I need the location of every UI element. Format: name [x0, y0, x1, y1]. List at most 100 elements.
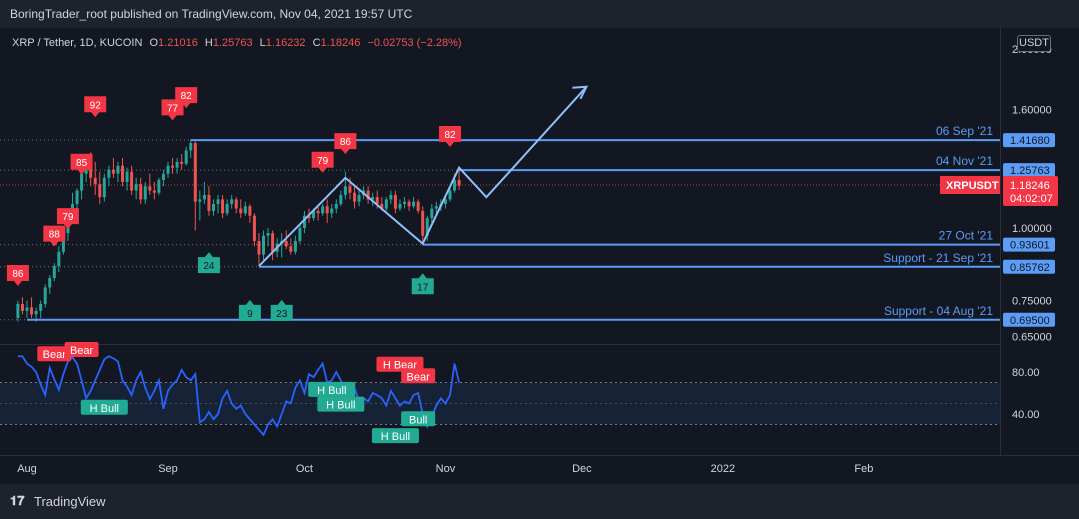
signal-marker — [270, 299, 293, 321]
candle-body — [348, 186, 352, 193]
candle — [262, 230, 266, 261]
candle — [302, 210, 306, 234]
candle-body — [389, 194, 393, 200]
legend-close-label: C — [312, 37, 321, 49]
candle-body — [198, 199, 202, 202]
rsi-label-text: H Bull — [381, 431, 410, 443]
legend-high: 1.25763 — [212, 37, 253, 49]
candle-body — [321, 206, 325, 214]
bear-signal: 77 — [161, 99, 184, 121]
signal-marker — [6, 265, 29, 287]
rsi-label-box — [401, 411, 436, 427]
tradingview-brand[interactable]: TradingView — [34, 494, 106, 509]
signal-marker — [161, 99, 184, 121]
signal-label: 82 — [181, 91, 193, 102]
rsi-label-text: Bear — [70, 345, 94, 357]
level-price-badge — [1003, 312, 1055, 327]
candle-body — [262, 235, 266, 255]
tradingview-logo-icon[interactable]: 𝟏𝟕 — [10, 493, 25, 508]
candle-body — [80, 173, 84, 191]
countdown-label: 04:02:07 — [1010, 193, 1053, 205]
level-price-label: 0.93601 — [1010, 240, 1050, 252]
footer: 𝟏𝟕 TradingView — [0, 484, 1079, 519]
candle-body — [98, 184, 102, 198]
candle — [325, 199, 329, 224]
bear-signal: 79 — [56, 208, 79, 230]
candle-body — [184, 150, 188, 164]
candle — [398, 199, 402, 211]
candle-body — [298, 228, 302, 241]
price-tick-label: 1.60000 — [1012, 104, 1052, 116]
signal-label: 24 — [203, 261, 215, 272]
price-chart[interactable]: 06 Sep '21 04 Nov '21 27 Oct '21 Support - … — [0, 28, 1079, 484]
candle-body — [93, 177, 97, 185]
candle-body — [130, 171, 134, 191]
signal-marker — [43, 225, 66, 247]
candle-body — [57, 251, 61, 267]
candle — [148, 173, 152, 195]
signal-label: 88 — [49, 230, 61, 241]
candle — [339, 190, 343, 207]
candle — [266, 228, 270, 247]
candle-body — [366, 190, 370, 200]
candle-body — [352, 192, 356, 202]
candle — [52, 263, 56, 282]
level-label: 04 Nov '21 — [936, 154, 993, 168]
candle — [252, 213, 256, 247]
bull-signal: 17 — [411, 273, 434, 295]
level-price-badge — [1003, 163, 1055, 178]
rsi-bear-label: Bear — [37, 346, 72, 362]
level-label: Support - 04 Aug '21 — [884, 304, 993, 318]
candle-body — [343, 186, 347, 195]
candle — [334, 199, 338, 214]
candle — [171, 157, 175, 174]
level-label: 27 Oct '21 — [939, 229, 994, 243]
candle — [43, 284, 47, 308]
rsi-bear-label: Bear — [401, 368, 436, 384]
candle-body — [225, 203, 229, 214]
candle — [352, 186, 356, 209]
candle-body — [289, 246, 293, 252]
candle-body — [453, 179, 457, 191]
rsi-label-box — [376, 356, 424, 372]
price-tick-label: 0.75000 — [1012, 296, 1052, 308]
bear-signal: 79 — [311, 151, 334, 173]
candle-body — [102, 177, 106, 198]
bull-signal: 23 — [270, 299, 293, 321]
currency-button[interactable]: USDT — [1017, 35, 1051, 52]
rsi-label-box — [317, 396, 365, 412]
level-price-label: 1.41680 — [1010, 135, 1050, 147]
candle-body — [52, 266, 56, 279]
rsi-label-text: Bear — [43, 349, 67, 361]
candle-body — [43, 287, 47, 304]
candle-body — [293, 240, 297, 252]
candle-body — [243, 206, 247, 214]
candle-body — [230, 199, 234, 204]
candle — [230, 194, 234, 209]
legend-open-label: O — [149, 37, 159, 49]
rsi-label-box — [401, 368, 436, 384]
candle-body — [443, 199, 447, 204]
symbol-badge-label: XRPUSDT — [946, 180, 999, 192]
candle — [211, 199, 215, 216]
bear-signal: 86 — [334, 133, 357, 155]
candle-body — [375, 197, 379, 204]
level-label: 06 Sep '21 — [936, 124, 993, 138]
candle — [125, 167, 129, 191]
candle-body — [380, 203, 384, 209]
candle-body — [75, 190, 79, 204]
candle-body — [448, 190, 452, 200]
candle-body — [257, 240, 261, 255]
candle — [202, 182, 206, 204]
candle-body — [316, 210, 320, 214]
time-tick-label: Sep — [158, 463, 178, 475]
candle — [134, 177, 138, 200]
candle — [30, 297, 34, 318]
candle — [25, 300, 29, 318]
candle-body — [16, 303, 20, 318]
candle-body — [143, 186, 147, 200]
candle — [330, 203, 334, 219]
signal-label: 79 — [62, 212, 74, 223]
price-tick-label: 1.00000 — [1012, 223, 1052, 235]
